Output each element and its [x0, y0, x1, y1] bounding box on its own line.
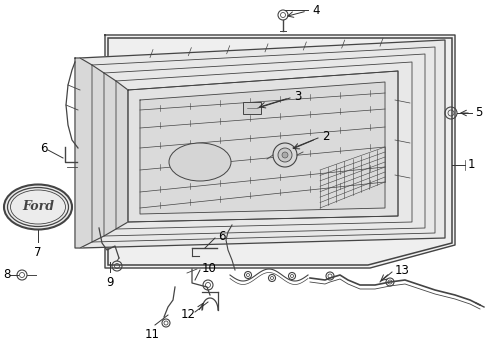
Text: 5: 5	[475, 107, 482, 120]
Circle shape	[282, 152, 288, 158]
Text: 9: 9	[106, 276, 114, 289]
Polygon shape	[128, 71, 398, 222]
Text: 6: 6	[40, 141, 48, 154]
Ellipse shape	[4, 184, 72, 230]
Text: 4: 4	[312, 4, 319, 17]
Text: 6: 6	[218, 230, 225, 243]
Ellipse shape	[169, 143, 231, 181]
Circle shape	[273, 143, 297, 167]
Polygon shape	[105, 35, 455, 268]
Text: Ford: Ford	[22, 201, 54, 213]
Text: 11: 11	[145, 328, 160, 341]
Bar	[243, 102, 261, 114]
Polygon shape	[80, 40, 445, 248]
Text: 8: 8	[3, 269, 11, 282]
Polygon shape	[75, 58, 128, 248]
Circle shape	[278, 148, 292, 162]
Text: 1: 1	[468, 158, 475, 171]
Text: 2: 2	[322, 130, 329, 143]
Text: 3: 3	[294, 90, 301, 103]
Text: 10: 10	[202, 261, 217, 274]
Text: 12: 12	[180, 309, 196, 321]
Text: 7: 7	[34, 246, 42, 259]
Text: 13: 13	[395, 264, 410, 276]
Polygon shape	[108, 38, 452, 265]
Polygon shape	[140, 82, 385, 214]
